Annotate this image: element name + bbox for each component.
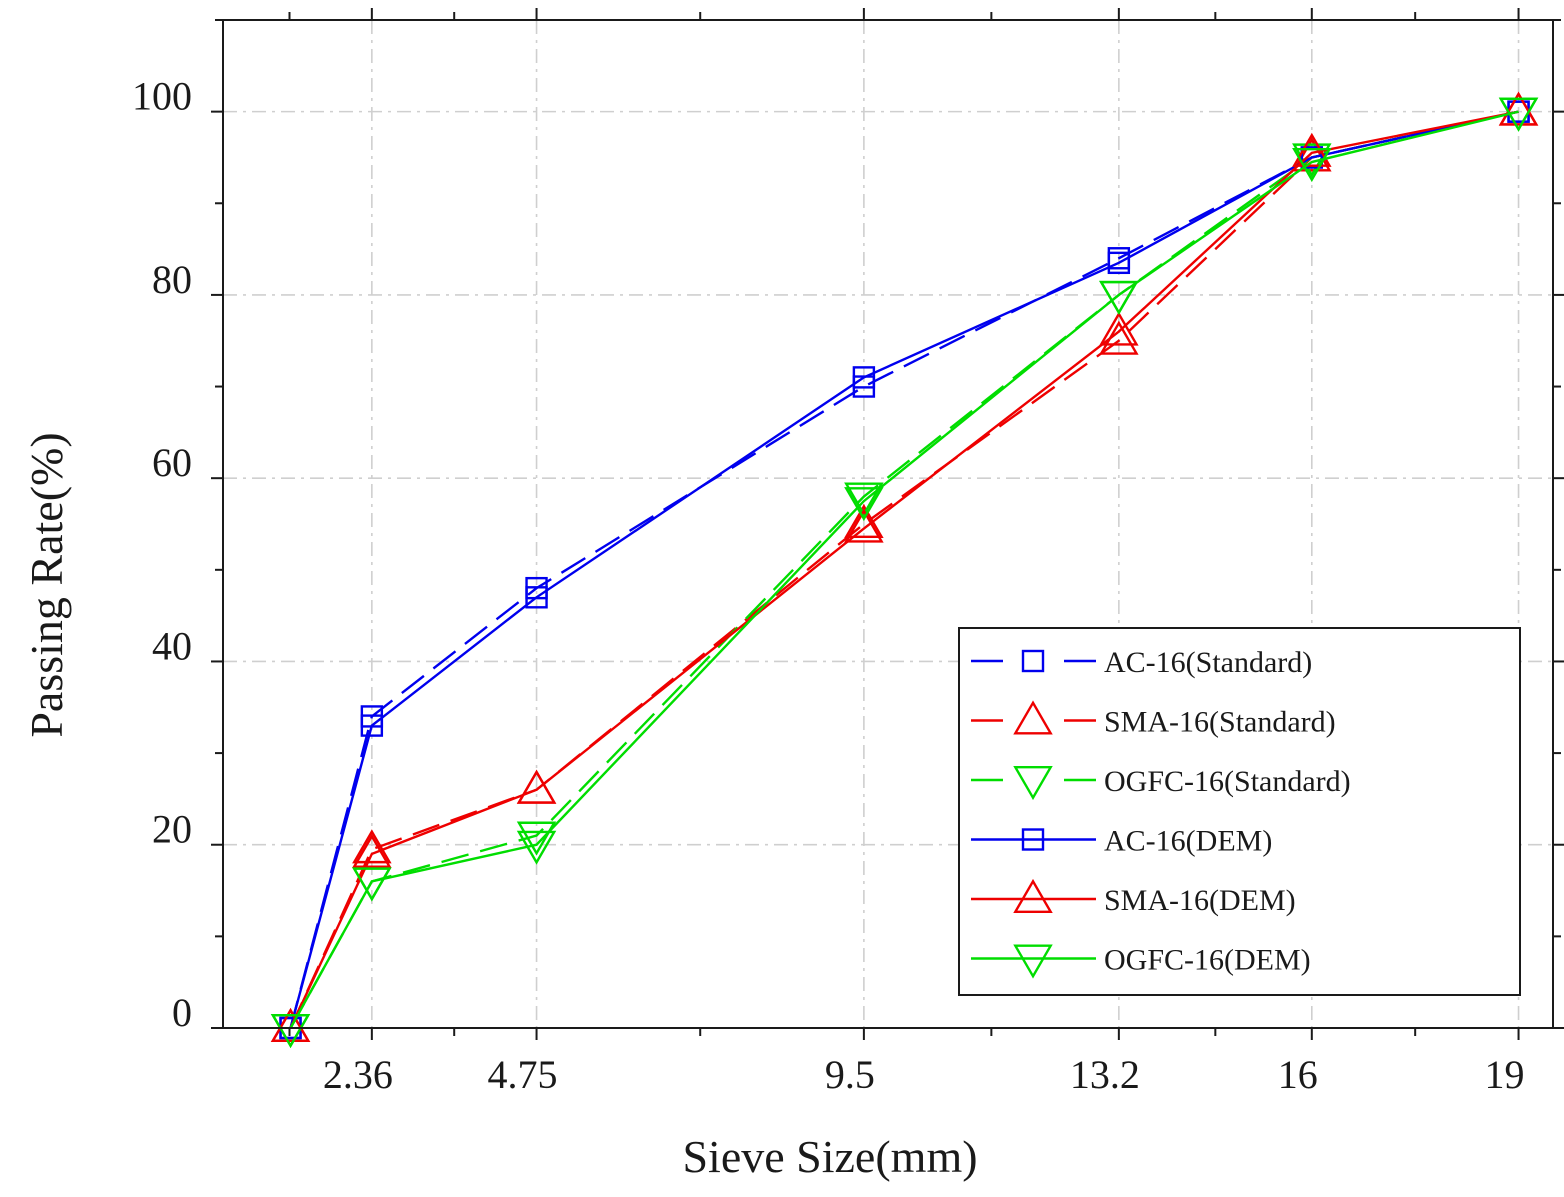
legend-label: OGFC-16(DEM) bbox=[1104, 944, 1311, 977]
y-tick-label: 60 bbox=[152, 440, 192, 485]
legend-entry: OGFC-16(DEM) bbox=[971, 944, 1311, 979]
series-OGFC-16(DEM) bbox=[270, 97, 1539, 1049]
legend-label: OGFC-16(Standard) bbox=[1104, 765, 1351, 798]
x-tick-label: 16 bbox=[1278, 1052, 1318, 1097]
legend-label: AC-16(Standard) bbox=[1104, 646, 1312, 679]
data-point-marker bbox=[1498, 91, 1539, 126]
data-point-marker bbox=[1292, 132, 1332, 167]
y-tick-labels: 0 20 40 60 80 100 bbox=[132, 74, 192, 1035]
data-point-marker bbox=[844, 487, 884, 522]
x-tick-label: 9.5 bbox=[825, 1052, 875, 1097]
legend-label: SMA-16(Standard) bbox=[1104, 706, 1336, 739]
legend-marker bbox=[1021, 828, 1045, 851]
legend-entry: AC-16(DEM) bbox=[971, 825, 1272, 858]
legend-entry: SMA-16(Standard) bbox=[971, 700, 1336, 739]
data-point-marker bbox=[1292, 148, 1332, 183]
series-line bbox=[289, 110, 1519, 1029]
y-tick-label: 0 bbox=[172, 990, 192, 1035]
axis-ticks bbox=[211, 8, 1564, 1040]
data-point-marker bbox=[525, 586, 548, 609]
data-point-marker bbox=[1107, 251, 1131, 275]
legend-label: SMA-16(DEM) bbox=[1104, 884, 1296, 917]
data-point-marker bbox=[352, 867, 392, 902]
series-line bbox=[289, 110, 1519, 1029]
legend-marker bbox=[1021, 649, 1045, 673]
y-axis-title: Passing Rate(%) bbox=[21, 432, 72, 737]
data-point-marker bbox=[1300, 146, 1324, 169]
data-point-marker bbox=[516, 830, 557, 865]
x-tick-label: 13.2 bbox=[1070, 1052, 1140, 1097]
data-point-marker bbox=[516, 769, 557, 804]
legend-label: AC-16(DEM) bbox=[1104, 825, 1272, 858]
legend: AC-16(Standard) SMA-16(Standard) OGFC-16(S… bbox=[958, 627, 1521, 996]
x-axis-title: Sieve Size(mm) bbox=[682, 1131, 977, 1182]
legend-entry: AC-16(Standard) bbox=[971, 646, 1312, 679]
data-point-marker bbox=[352, 829, 392, 864]
data-point-marker bbox=[852, 366, 876, 389]
legend-marker bbox=[1013, 878, 1053, 914]
series-line bbox=[289, 110, 1519, 1029]
data-point-marker bbox=[270, 1013, 311, 1049]
x-tick-label: 2.36 bbox=[323, 1052, 393, 1097]
plot-area-frame bbox=[222, 19, 1554, 1029]
legend-marker bbox=[1013, 700, 1053, 735]
legend-box bbox=[958, 627, 1521, 996]
y-tick-label: 100 bbox=[132, 74, 192, 119]
x-tick-labels: 2.36 4.75 9.5 13.2 16 19 bbox=[323, 1052, 1525, 1097]
data-point-marker bbox=[844, 508, 884, 543]
y-tick-label: 80 bbox=[152, 257, 192, 302]
x-tick-label: 4.75 bbox=[488, 1052, 558, 1097]
data-point-marker bbox=[1498, 97, 1539, 132]
series-SMA-16(DEM) bbox=[270, 91, 1539, 1043]
x-tick-label: 19 bbox=[1485, 1052, 1525, 1097]
data-point-marker bbox=[352, 833, 392, 868]
y-tick-label: 40 bbox=[152, 623, 192, 668]
data-point-marker bbox=[516, 821, 557, 856]
series-group bbox=[270, 91, 1539, 1049]
data-point-marker bbox=[360, 714, 384, 737]
data-point-marker bbox=[844, 482, 884, 517]
legend-marker bbox=[1013, 944, 1053, 979]
data-point-marker bbox=[1099, 280, 1139, 315]
legend-marker bbox=[1013, 765, 1053, 801]
data-point-marker bbox=[270, 1007, 311, 1043]
legend-entry: SMA-16(DEM) bbox=[971, 878, 1296, 917]
data-point-marker bbox=[1099, 311, 1139, 346]
legend-entry: OGFC-16(Standard) bbox=[971, 765, 1351, 801]
y-tick-label: 20 bbox=[152, 807, 192, 852]
